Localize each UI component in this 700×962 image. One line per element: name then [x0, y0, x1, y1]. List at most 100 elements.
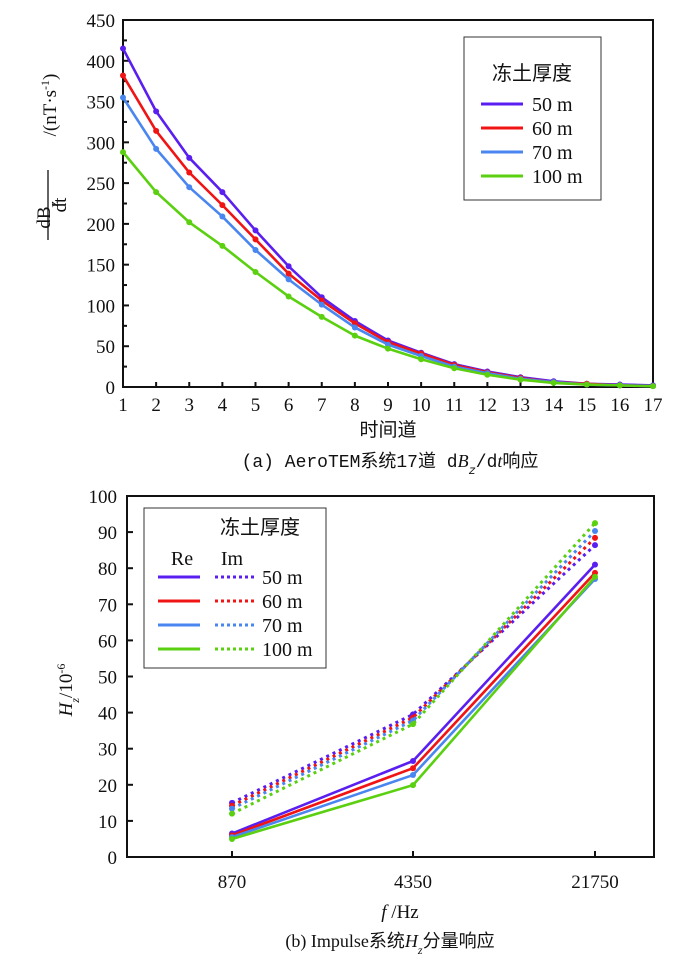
- legend-a-title: 冻土厚度: [492, 62, 572, 85]
- y-tick-label: 10: [98, 812, 117, 833]
- data-point: [186, 184, 193, 191]
- legend-b-re: Re: [171, 548, 193, 570]
- x-tick-label: 2: [151, 395, 161, 416]
- data-point: [153, 108, 160, 115]
- data-point: [120, 45, 126, 52]
- data-point: [318, 301, 325, 308]
- x-tick-label: 15: [577, 395, 596, 416]
- data-point: [385, 345, 391, 352]
- series-a: [120, 45, 656, 390]
- legend-label: 50 m: [262, 567, 303, 589]
- ylabel-a-unit: /(nT·s-1): [38, 74, 61, 137]
- legend-label: 60 m: [532, 118, 573, 140]
- data-point: [252, 236, 259, 243]
- y-tick-label: 80: [98, 559, 117, 580]
- ylabel-a-den: dt: [50, 197, 71, 213]
- x-tick-label: 13: [511, 395, 530, 416]
- data-point: [451, 365, 458, 372]
- data-point: [410, 721, 416, 728]
- data-point: [229, 835, 235, 842]
- x-tick-label: 16: [610, 395, 629, 416]
- data-point: [120, 149, 126, 156]
- data-point: [517, 376, 524, 383]
- data-point: [153, 127, 160, 134]
- data-point: [484, 371, 491, 378]
- data-point: [592, 528, 598, 535]
- data-point: [285, 293, 292, 300]
- chart-b: 0 10 20 30 40 50 60 70 80 90 100 870 4350 21750 Hz/1…: [54, 487, 655, 957]
- x-axis-label-b: f /Hz: [381, 902, 418, 923]
- x-tick-label: 9: [383, 395, 393, 416]
- data-point: [351, 332, 358, 339]
- x-ticks-b: 870 4350 21750: [218, 851, 619, 893]
- data-point: [229, 805, 235, 812]
- data-point: [252, 227, 259, 234]
- x-tick-label: 5: [251, 395, 261, 416]
- data-point: [219, 213, 226, 220]
- y-tick-label: 70: [98, 595, 117, 616]
- data-point: [285, 263, 292, 270]
- y-tick-label: 0: [106, 378, 116, 399]
- data-point: [252, 246, 259, 253]
- x-tick-label: 21750: [571, 872, 619, 893]
- x-tick-label: 6: [284, 395, 294, 416]
- data-point: [153, 189, 160, 196]
- data-point: [285, 270, 292, 277]
- data-point: [186, 219, 193, 226]
- x-tick-label: 870: [218, 872, 247, 893]
- legend-label: 50 m: [532, 94, 573, 116]
- x-ticks-a: 1 2 3 4 5 6 7 8 9 10 11 12 13 14 15 16 17: [118, 382, 663, 416]
- legend-label: 70 m: [532, 142, 573, 164]
- x-tick-label: 12: [478, 395, 497, 416]
- x-tick-label: 7: [317, 395, 327, 416]
- legend-label: 70 m: [262, 615, 303, 637]
- data-point: [410, 772, 416, 779]
- data-point: [616, 382, 623, 389]
- x-tick-label: 4: [218, 395, 228, 416]
- data-point: [285, 276, 292, 283]
- legend-label: 100 m: [262, 639, 313, 661]
- data-point: [120, 72, 126, 79]
- y-tick-label: 30: [98, 740, 117, 761]
- x-tick-label: 17: [644, 395, 663, 416]
- data-point: [219, 202, 226, 209]
- data-point: [550, 379, 557, 386]
- svg-text:Hz/10-6: Hz/10-6: [54, 664, 82, 718]
- x-tick-label: 4350: [394, 872, 432, 893]
- data-point: [592, 534, 598, 541]
- y-tick-label: 300: [87, 133, 116, 154]
- data-point: [410, 757, 416, 764]
- data-point: [186, 154, 193, 161]
- data-point: [410, 782, 416, 789]
- data-point: [153, 145, 160, 152]
- y-tick-label: 400: [87, 52, 116, 73]
- data-point: [120, 94, 126, 101]
- y-ticks-a: 0 50 100 150 200 250 300 350 400 450: [87, 11, 129, 399]
- data-point: [186, 169, 193, 176]
- svg-text:/(nT·s-1): /(nT·s-1): [38, 74, 61, 137]
- caption-b: (b) Impulse系统Hz分量响应: [285, 931, 494, 957]
- x-axis-label-a: 时间道: [359, 419, 416, 441]
- y-tick-label: 40: [98, 704, 117, 725]
- data-point: [219, 242, 226, 249]
- data-point: [318, 313, 325, 320]
- data-point: [219, 189, 226, 196]
- y-tick-label: 20: [98, 776, 117, 797]
- y-axis-label-b: Hz/10-6: [54, 664, 82, 718]
- ylabel-a-num: dB: [34, 206, 55, 228]
- y-tick-label: 90: [98, 523, 117, 544]
- x-tick-label: 10: [412, 395, 431, 416]
- y-tick-label: 250: [87, 174, 116, 195]
- y-tick-label: 150: [87, 256, 116, 277]
- x-tick-label: 1: [118, 395, 128, 416]
- series-b: [229, 520, 598, 842]
- x-tick-label: 3: [185, 395, 195, 416]
- data-point: [351, 324, 358, 331]
- y-tick-label: 100: [87, 296, 116, 317]
- y-axis-label-a: dBz: [34, 201, 61, 228]
- y-tick-label: 50: [96, 337, 115, 358]
- legend-b-title: 冻土厚度: [220, 516, 300, 539]
